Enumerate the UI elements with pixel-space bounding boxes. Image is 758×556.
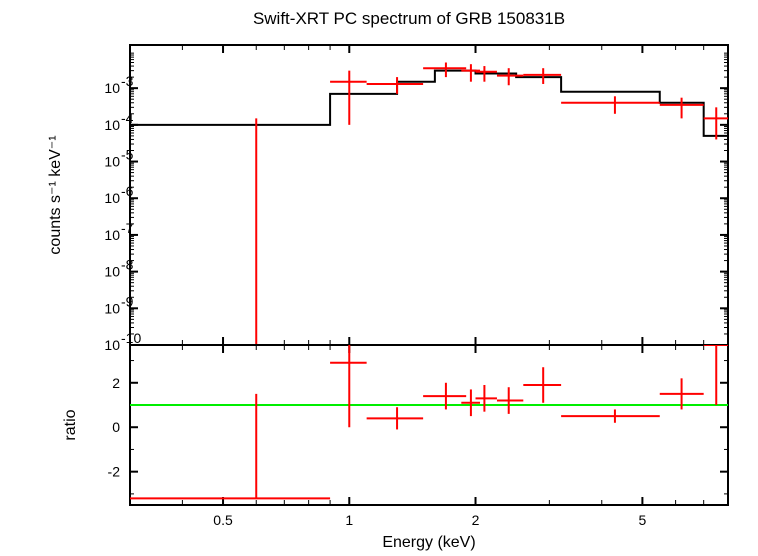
y-tick-label: 10-10	[104, 330, 141, 353]
ratio-tick-label: -2	[108, 464, 121, 480]
svg-text:10: 10	[104, 154, 120, 170]
svg-text:-6: -6	[121, 183, 134, 199]
x-tick-label: 0.5	[213, 512, 233, 528]
bottom-ylabel: ratio	[62, 409, 79, 440]
svg-text:-3: -3	[121, 73, 134, 89]
svg-text:-10: -10	[121, 330, 141, 346]
svg-text:-9: -9	[121, 293, 134, 309]
x-tick-label: 1	[345, 512, 353, 528]
svg-text:10: 10	[104, 300, 120, 316]
top-ylabel: counts s⁻¹ keV⁻¹	[47, 135, 64, 254]
x-tick-label: 5	[639, 512, 647, 528]
svg-text:-8: -8	[121, 257, 134, 273]
svg-text:10: 10	[104, 227, 120, 243]
svg-text:10: 10	[104, 190, 120, 206]
svg-text:-5: -5	[121, 147, 134, 163]
bottom-data-group	[130, 345, 728, 498]
svg-text:-7: -7	[121, 220, 134, 236]
x-axis-label: Energy (keV)	[382, 534, 475, 551]
svg-text:10: 10	[104, 337, 120, 353]
ratio-tick-label: 0	[112, 419, 120, 435]
svg-text:10: 10	[104, 117, 120, 133]
svg-text:10: 10	[104, 80, 120, 96]
bottom-panel-frame	[130, 345, 728, 505]
top-panel-frame	[130, 45, 728, 345]
svg-text:10: 10	[104, 264, 120, 280]
ratio-tick-label: 2	[112, 375, 120, 391]
chart-title: Swift-XRT PC spectrum of GRB 150831B	[253, 9, 565, 28]
top-data-group	[130, 63, 728, 345]
svg-text:-4: -4	[121, 110, 134, 126]
x-tick-label: 2	[472, 512, 480, 528]
spectrum-chart: Swift-XRT PC spectrum of GRB 150831B10-1…	[0, 0, 758, 556]
